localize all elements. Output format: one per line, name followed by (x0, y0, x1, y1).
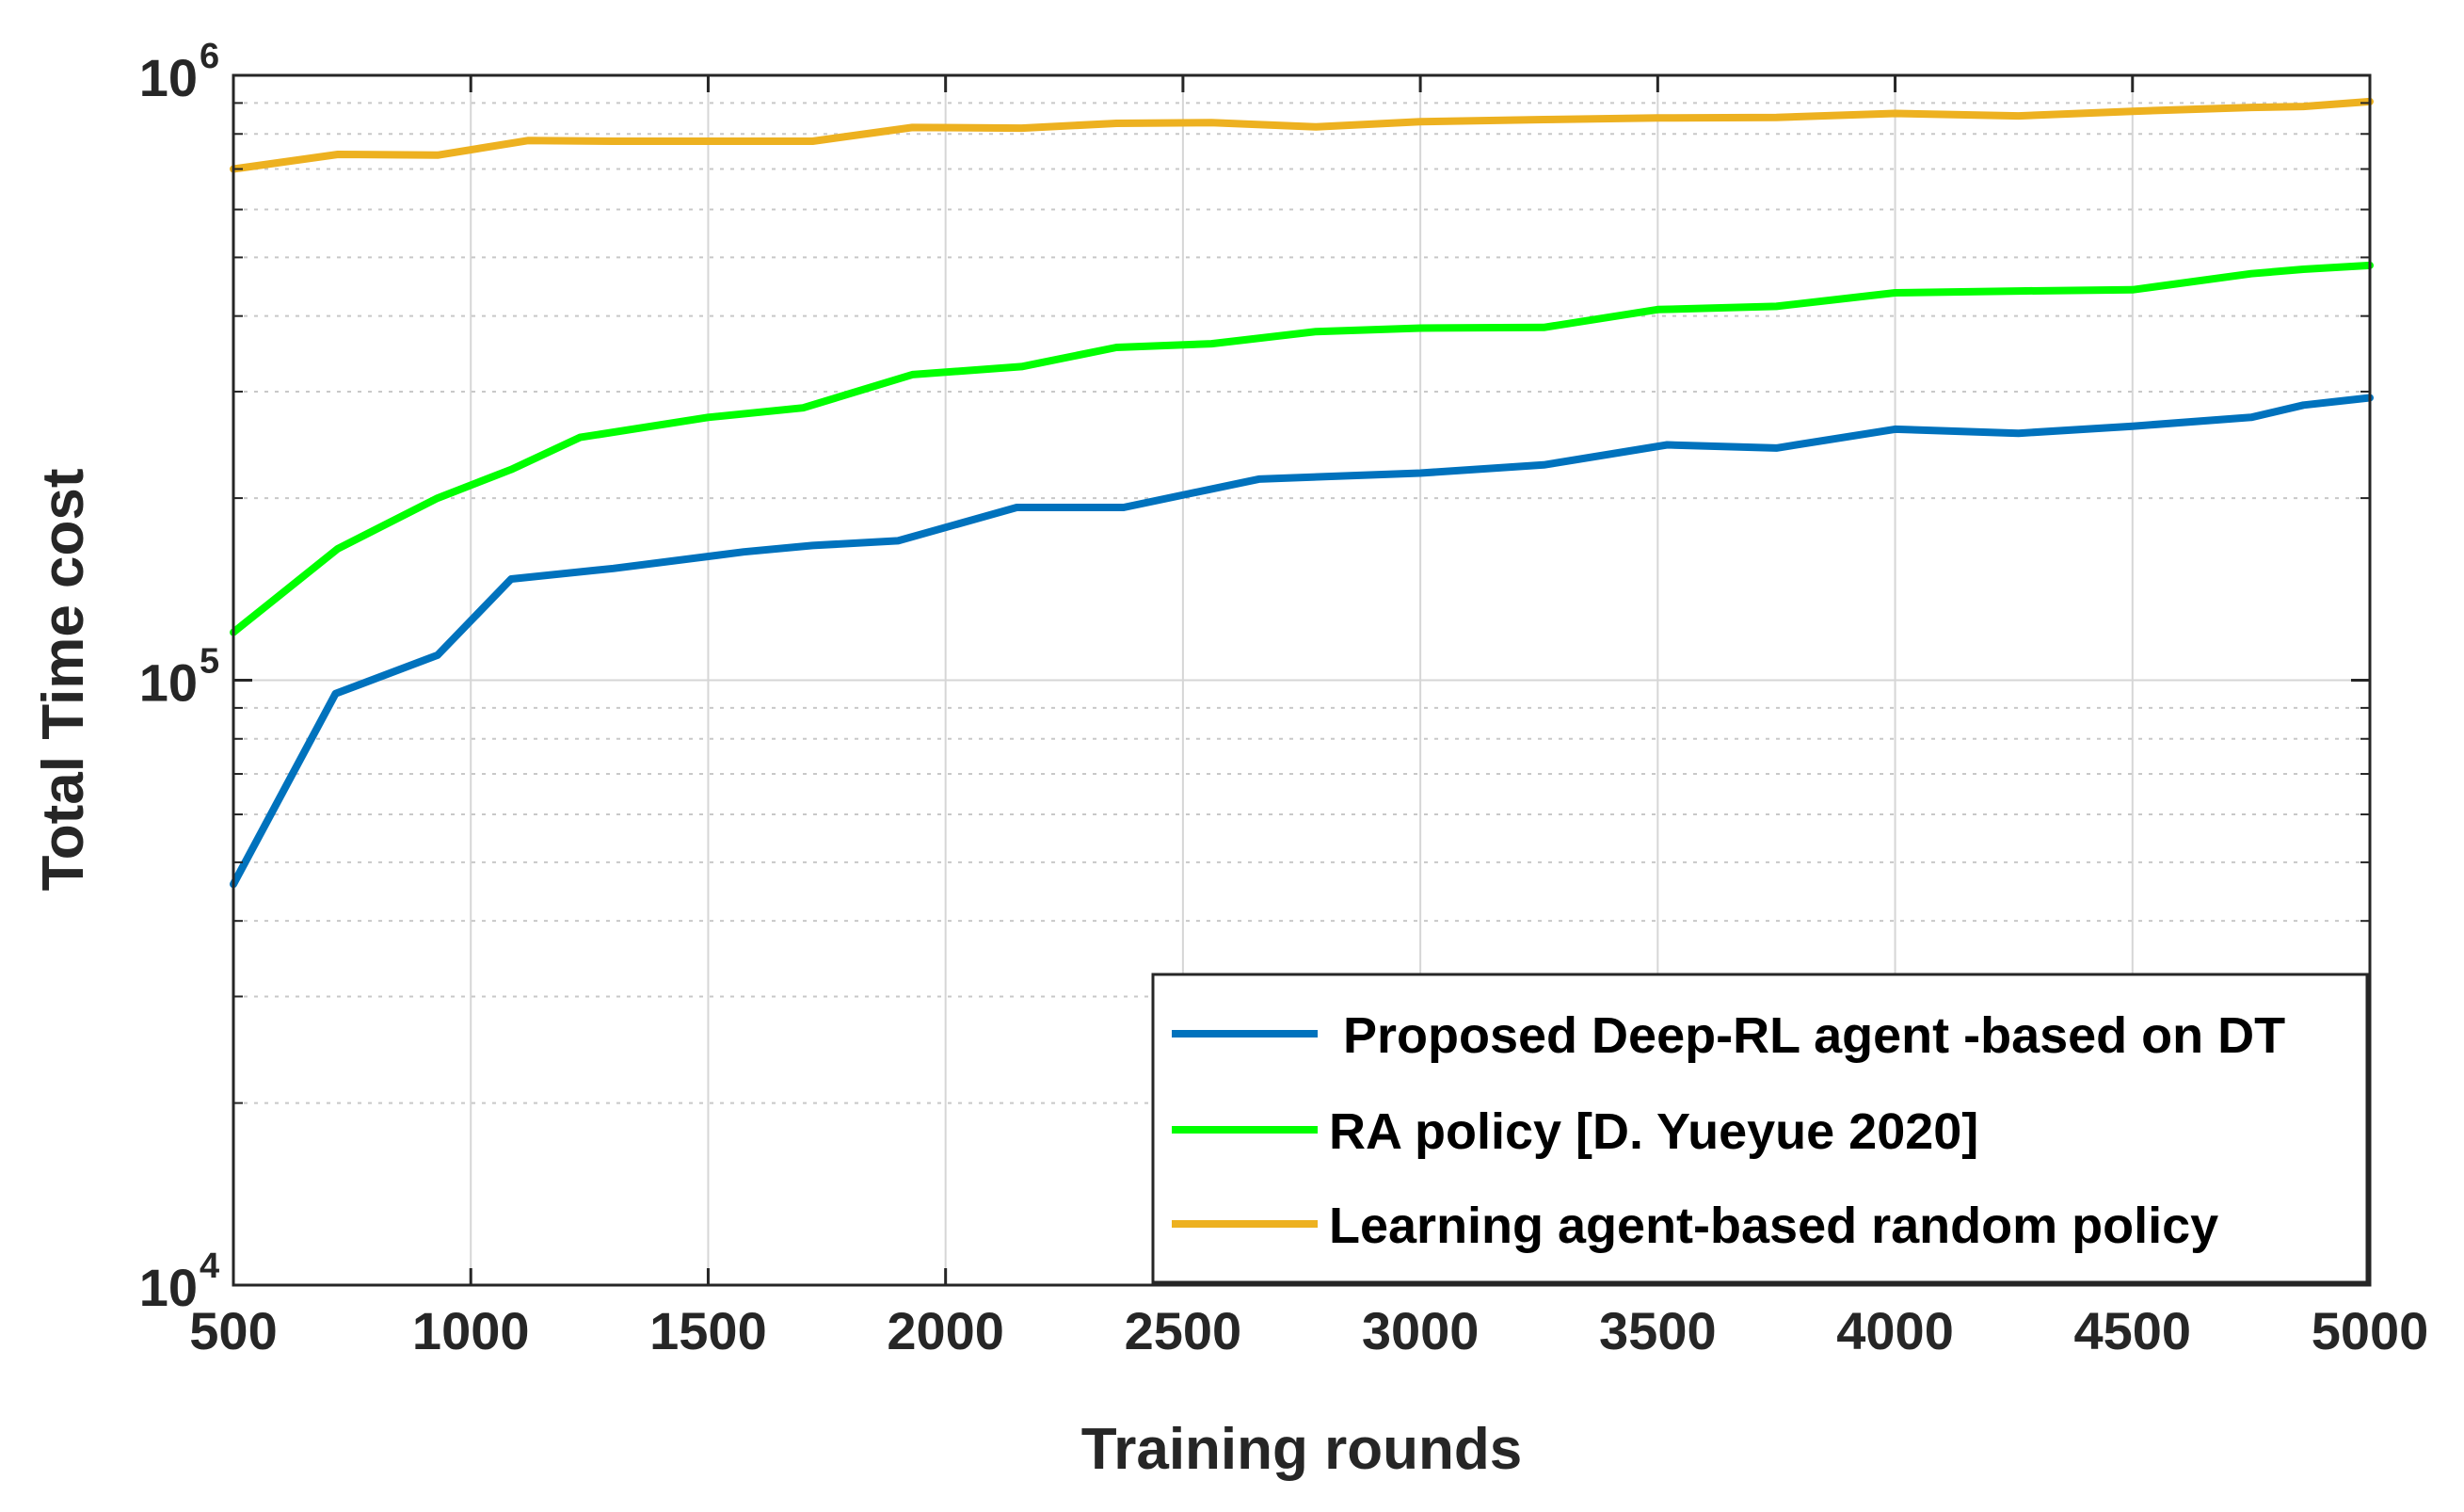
series-line-ra-policy (230, 261, 2374, 636)
x-tick-label: 3500 (1599, 1301, 1717, 1360)
x-tick-label: 1000 (412, 1301, 530, 1360)
series-lines (230, 97, 2374, 889)
x-tick-label: 4000 (1836, 1301, 1954, 1360)
x-tick-label: 2000 (887, 1301, 1004, 1360)
legend: Proposed Deep-RL agent -based on DT RA p… (1151, 973, 2369, 1284)
x-axis-title: Training rounds (1081, 1417, 1522, 1482)
y-tick-label-exponent: 4 (200, 1247, 219, 1286)
legend-box (1151, 973, 2369, 1284)
x-tick-label: 5000 (2312, 1301, 2429, 1360)
x-tick-label: 1500 (649, 1301, 767, 1360)
series-line-random-policy (230, 97, 2374, 173)
y-tick-label: 10 (139, 653, 198, 713)
x-tick-label: 500 (189, 1301, 277, 1360)
x-tick-label: 3000 (1362, 1301, 1480, 1360)
x-tick-label: 2500 (1125, 1301, 1242, 1360)
legend-label-random-policy: Learning agent-based random policy (1329, 1198, 2218, 1254)
legend-label-proposed-deep-rl: Proposed Deep-RL agent -based on DT (1329, 1007, 2285, 1064)
y-axis-title: Total Time cost (31, 468, 96, 891)
legend-label-ra-policy: RA policy [D. Yueyue 2020] (1329, 1103, 1978, 1160)
y-tick-label-exponent: 5 (200, 642, 219, 682)
series-line-proposed-deep-rl (230, 394, 2374, 889)
y-tick-label: 10 (139, 1258, 198, 1317)
axis-ticks: 500 1000 1500 2000 2500 3000 3500 4000 4500 5000 1… (139, 37, 2429, 1360)
y-tick-label-exponent: 6 (200, 37, 219, 76)
x-tick-label: 4500 (2073, 1301, 2191, 1360)
y-tick-label: 10 (139, 48, 198, 107)
